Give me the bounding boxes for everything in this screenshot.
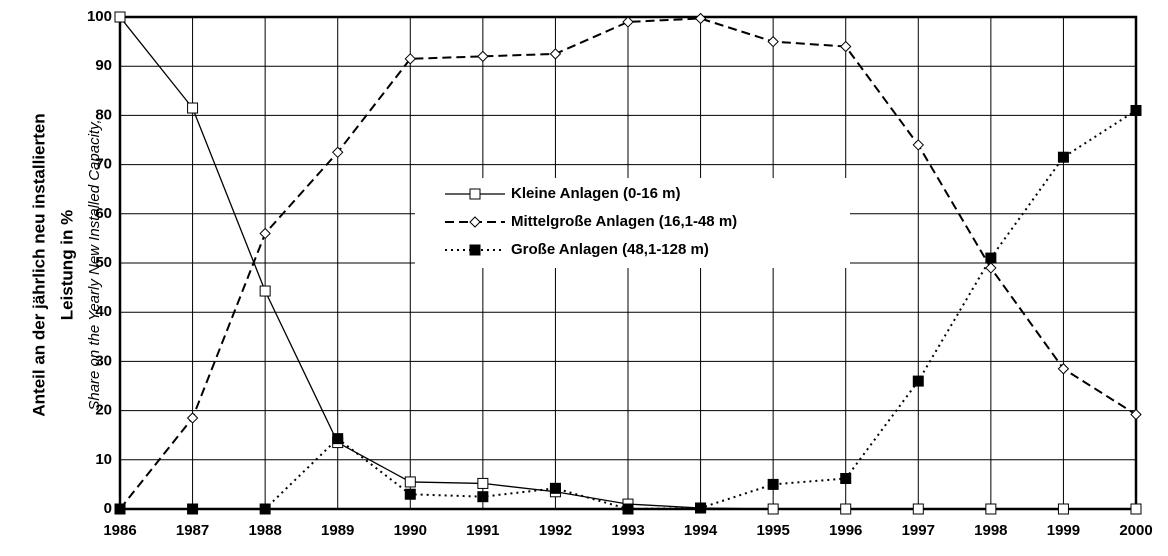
marker [912,503,924,515]
marker [477,477,489,489]
y-tick-label: 0 [104,500,112,517]
marker [259,503,271,515]
x-tick-label: 1992 [539,522,572,539]
marker [1130,503,1142,515]
y-tick-label: 60 [95,205,112,222]
x-tick-label: 1994 [684,522,718,539]
marker [622,503,634,515]
x-tick-label: 1996 [829,522,862,539]
marker [1130,104,1142,116]
x-tick-label: 1986 [103,522,136,539]
marker [477,491,489,503]
marker [840,503,852,515]
legend-label: Kleine Anlagen (0-16 m) [511,185,680,202]
y-tick-label: 70 [95,156,112,173]
y-tick-label: 90 [95,57,112,74]
y-tick-label: 30 [95,352,112,369]
y-tick-label: 50 [95,254,112,271]
x-tick-label: 1998 [974,522,1007,539]
marker [912,139,924,151]
marker [985,503,997,515]
marker [840,40,852,53]
x-tick-label: 1995 [756,522,789,539]
x-tick-label: 1990 [394,522,427,539]
x-tick-label: 1997 [902,522,935,539]
marker [332,146,344,159]
marker [404,488,416,500]
legend-label: Große Anlagen (48,1-128 m) [511,241,709,258]
y-tick-label: 10 [95,451,112,468]
marker [694,12,707,25]
y-axis-label: Share on the Yearly New Installed Capaci… [86,119,103,410]
marker [767,503,779,515]
marker [767,35,779,48]
marker [1057,151,1069,163]
marker [549,48,562,60]
series-line [119,17,1137,510]
marker [259,227,271,240]
y-axis-label: Leistung in % [57,210,76,321]
marker [259,285,271,297]
marker [332,433,344,445]
marker [840,472,852,484]
marker [469,216,481,228]
marker [187,503,199,515]
x-tick-label: 1993 [611,522,644,539]
marker [404,53,416,65]
marker [767,478,779,490]
marker [114,11,126,23]
y-tick-label: 80 [95,106,112,123]
marker [469,188,481,200]
marker [186,412,199,424]
x-tick-label: 1989 [321,522,354,539]
marker [187,102,199,114]
y-tick-label: 100 [87,8,112,25]
x-tick-label: 1991 [466,522,499,539]
x-tick-label: 1999 [1047,522,1080,539]
marker [114,503,126,515]
marker [469,244,481,256]
marker [404,476,416,488]
marker [985,262,997,274]
x-tick-label: 1987 [176,522,209,539]
y-axis-label: Anteil an der jährlich neu installierten [29,113,48,416]
legend: Kleine Anlagen (0-16 m) Mittelgroße Anlag… [415,178,850,268]
marker [622,16,634,28]
y-tick-label: 20 [95,402,112,419]
marker [549,482,561,494]
marker [1057,503,1069,515]
x-tick-label: 2000 [1119,522,1152,539]
legend-label: Mittelgroße Anlagen (16,1-48 m) [511,213,737,230]
marker [985,252,997,264]
marker [477,50,489,63]
marker [695,502,707,514]
marker [912,375,924,387]
y-tick-label: 40 [95,303,112,320]
marker [1057,363,1070,375]
marker [1130,408,1142,421]
x-tick-label: 1988 [248,522,281,539]
